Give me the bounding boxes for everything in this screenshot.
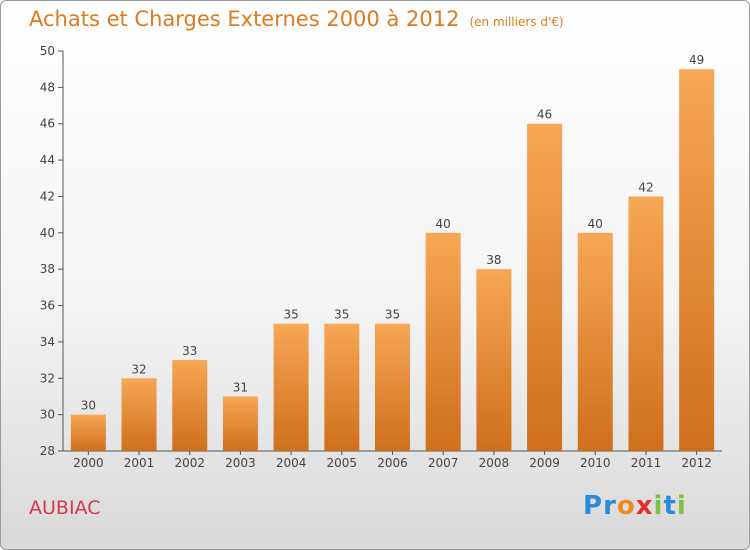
chart-title-text: Achats et Charges Externes 2000 à 2012 <box>29 7 460 31</box>
chart-title: Achats et Charges Externes 2000 à 2012 (e… <box>29 7 564 31</box>
bar-2004 <box>273 323 309 451</box>
bar-value-label: 30 <box>81 399 96 413</box>
y-tick-label: 44 <box>40 153 55 167</box>
bar-value-label: 35 <box>334 308 349 322</box>
bar-2006 <box>375 323 410 451</box>
y-tick-label: 42 <box>40 189 55 203</box>
y-tick-label: 32 <box>40 371 55 385</box>
x-tick-label: 2006 <box>377 456 408 470</box>
logo-letter: i <box>676 491 687 521</box>
x-tick-label: 2009 <box>529 456 560 470</box>
bar-2002 <box>172 360 208 451</box>
bar-2012 <box>679 69 715 451</box>
bar-value-label: 33 <box>182 344 197 358</box>
bar-2001 <box>121 378 157 451</box>
bar-value-label: 49 <box>689 53 704 67</box>
bar-2007 <box>425 232 461 451</box>
x-tick-label: 2011 <box>631 456 662 470</box>
y-tick-label: 36 <box>40 299 55 313</box>
bar-2008 <box>476 269 512 451</box>
y-tick-label: 46 <box>40 117 55 131</box>
y-tick-label: 28 <box>40 444 55 458</box>
bar-value-label: 32 <box>131 362 146 376</box>
x-tick-label: 2000 <box>73 456 104 470</box>
chart-subtitle: (en milliers d'€) <box>469 15 564 29</box>
bar-value-label: 40 <box>436 217 451 231</box>
bar-value-label: 35 <box>283 308 298 322</box>
x-tick-label: 2003 <box>225 456 256 470</box>
x-tick-label: 2002 <box>174 456 205 470</box>
bar-2010 <box>577 232 613 451</box>
logo-letter: i <box>653 491 664 521</box>
logo-letter: P <box>583 491 604 521</box>
bar-2011 <box>628 196 664 451</box>
y-tick-label: 34 <box>40 335 55 349</box>
bar-2000 <box>70 414 106 451</box>
y-tick-label: 50 <box>40 44 55 58</box>
y-tick-label: 48 <box>40 80 55 94</box>
logo-letter: t <box>663 491 677 521</box>
bar-value-label: 40 <box>588 217 603 231</box>
bar-value-label: 38 <box>486 253 501 267</box>
bar-value-label: 35 <box>385 308 400 322</box>
x-tick-label: 2001 <box>124 456 155 470</box>
x-tick-label: 2005 <box>327 456 358 470</box>
proxiti-logo: Proxiti <box>583 491 687 521</box>
logo-letter: x <box>635 491 654 521</box>
bar-value-label: 42 <box>638 180 653 194</box>
y-tick-label: 38 <box>40 262 55 276</box>
bar-2009 <box>527 123 563 452</box>
x-tick-label: 2008 <box>479 456 510 470</box>
bar-2005 <box>324 323 360 451</box>
x-tick-label: 2007 <box>428 456 459 470</box>
y-tick-label: 30 <box>40 408 55 422</box>
x-tick-label: 2012 <box>681 456 712 470</box>
place-name: AUBIAC <box>29 497 101 519</box>
x-tick-label: 2010 <box>580 456 611 470</box>
bar-value-label: 31 <box>233 380 248 394</box>
y-tick-label: 40 <box>40 226 55 240</box>
logo-letter: o <box>616 491 636 521</box>
bar-2003 <box>222 396 258 451</box>
x-tick-label: 2004 <box>276 456 307 470</box>
bar-value-label: 46 <box>537 108 552 122</box>
logo-letter: r <box>603 491 617 521</box>
